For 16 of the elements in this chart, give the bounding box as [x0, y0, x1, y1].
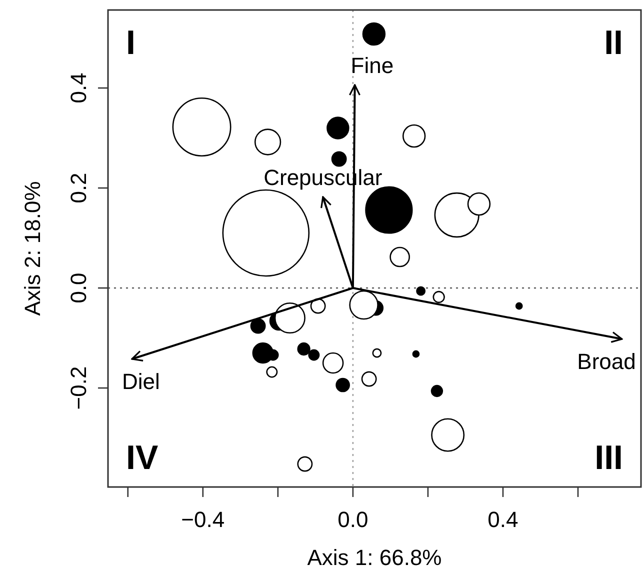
x-axis-title: Axis 1: 66.8%: [307, 545, 442, 570]
series-label: Diel: [122, 369, 160, 394]
y-axis-title: Axis 2: 18.0%: [20, 181, 45, 316]
series-label: Fine: [350, 53, 394, 78]
y-tick-label: 0.4: [66, 72, 91, 104]
annotation: IV: [126, 439, 158, 477]
y-tick-label: −0.2: [66, 366, 91, 410]
series-label: Broad: [577, 349, 636, 374]
x-tick-label: 0.0: [338, 507, 368, 532]
y-tick-label: 0.2: [66, 172, 91, 204]
annotation: II: [604, 24, 623, 62]
y-tick-label: 0.0: [66, 272, 91, 304]
x-tick-label: −0.4: [181, 507, 225, 532]
annotation: III: [594, 439, 623, 477]
x-tick-label: 0.4: [488, 507, 518, 532]
annotation: I: [126, 24, 136, 62]
